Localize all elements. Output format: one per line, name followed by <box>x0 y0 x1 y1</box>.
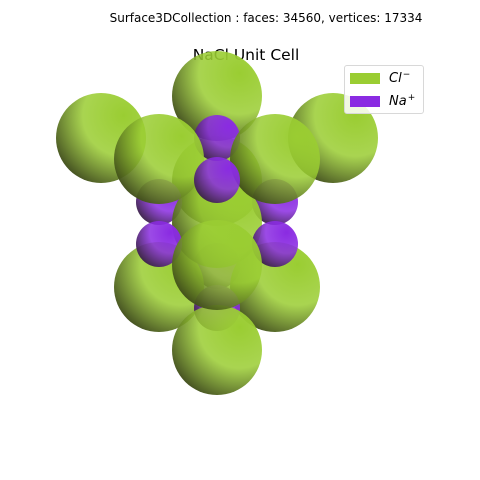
cl-ion-sphere <box>172 51 262 141</box>
legend-label-cl: Cl− <box>389 70 410 86</box>
legend-label-na-charge: + <box>407 93 416 103</box>
surface-stats-text: Surface3DCollection : faces: 34560, vert… <box>109 11 423 25</box>
cl-ion-sphere <box>172 305 262 395</box>
cl-ion-sphere <box>230 114 320 204</box>
legend-item-cl: Cl− <box>350 69 410 87</box>
na-ion-sphere <box>136 221 182 267</box>
cl-ion-sphere <box>114 114 204 204</box>
legend-label-na: Na+ <box>389 93 415 109</box>
legend: Cl− Na+ <box>344 65 424 114</box>
legend-swatch-cl <box>350 72 380 84</box>
legend-item-na: Na+ <box>350 92 415 110</box>
legend-label-cl-charge: − <box>402 70 411 80</box>
na-ion-sphere <box>252 221 298 267</box>
legend-swatch-na <box>350 95 380 107</box>
legend-label-na-base: Na <box>389 94 407 109</box>
legend-label-cl-base: Cl <box>389 71 402 86</box>
na-ion-sphere <box>194 157 240 203</box>
na-ion-sphere <box>194 115 240 161</box>
cl-ion-sphere <box>172 220 262 310</box>
